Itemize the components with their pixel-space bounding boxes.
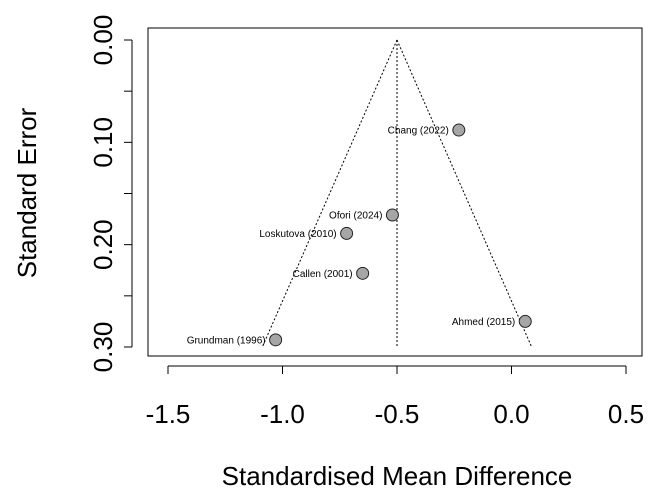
x-tick-label: -1.5 (146, 399, 191, 429)
x-tick-label: 0.5 (608, 399, 644, 429)
y-tick-label: 0.00 (88, 15, 118, 66)
funnel-lines (261, 39, 533, 348)
funnel-right-line (396, 39, 533, 348)
x-tick-label: -1.0 (260, 399, 305, 429)
study-label: Grundman (1996) (187, 335, 266, 346)
study-label: Callen (2001) (293, 269, 353, 280)
study-point (518, 314, 532, 328)
study-point (452, 123, 466, 137)
y-tick-label: 0.20 (88, 219, 118, 270)
study-label: Chang (2022) (388, 126, 449, 137)
study-label: Ofori (2024) (329, 210, 382, 221)
study-label: Ahmed (2015) (452, 317, 515, 328)
study-point (340, 226, 354, 240)
x-tick-label: -0.5 (375, 399, 420, 429)
plot-frame (147, 27, 643, 357)
x-axis: -1.5 -1.0 -0.5 0.0 0.5 (146, 365, 644, 429)
y-tick-label: 0.30 (88, 322, 118, 373)
y-tick-label: 0.10 (88, 117, 118, 168)
x-axis-title: Standardised Mean Difference (222, 461, 573, 491)
y-axis-title: Standard Error (12, 107, 42, 278)
y-axis: 0.00 0.10 0.20 0.30 (88, 15, 133, 373)
study-point (385, 208, 399, 222)
x-tick-label: 0.0 (493, 399, 529, 429)
study-points: Chang (2022) Ofori (2024) Loskutova (2010)… (187, 123, 532, 347)
funnel-left-line (261, 39, 398, 348)
study-point (356, 266, 370, 280)
study-point (269, 333, 283, 347)
study-label: Loskutova (2010) (259, 229, 336, 240)
